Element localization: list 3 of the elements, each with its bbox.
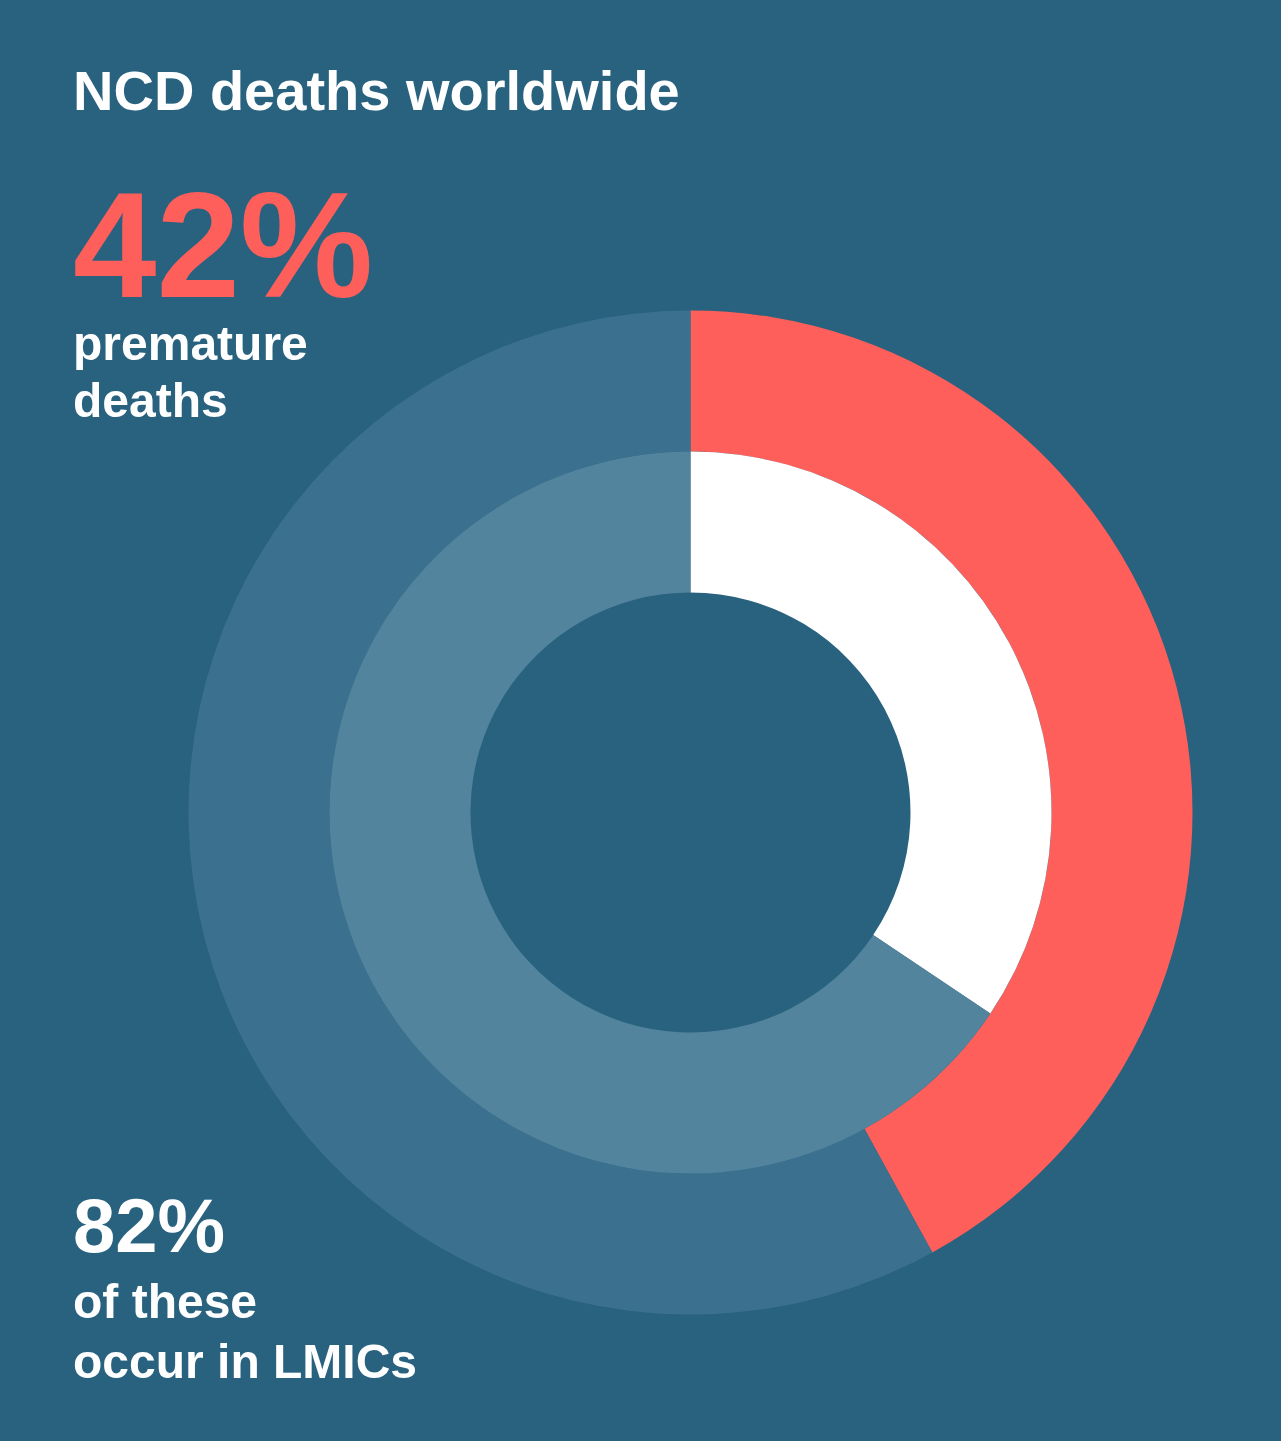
text: 82% <box>73 1183 226 1268</box>
text: of these occur in LMICs <box>73 1275 418 1388</box>
chart-title: NCD deaths worldwide <box>73 59 680 122</box>
